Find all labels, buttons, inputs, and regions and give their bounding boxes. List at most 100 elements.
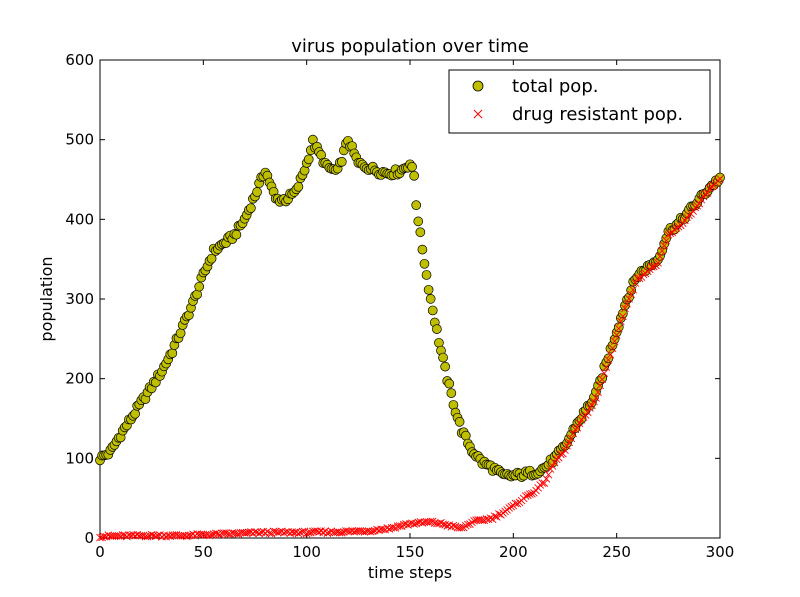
data-point-resistant — [594, 388, 602, 397]
data-point-resistant — [526, 490, 534, 499]
data-point-resistant — [600, 369, 609, 378]
y-tick-label: 500 — [65, 131, 94, 149]
data-point-resistant — [486, 514, 495, 522]
data-point-total — [613, 322, 624, 333]
data-point-resistant — [672, 224, 681, 232]
data-point-resistant — [528, 489, 536, 498]
data-point-resistant — [567, 434, 576, 443]
legend-label-resistant: drug resistant pop. — [512, 104, 683, 125]
data-point-resistant — [647, 263, 656, 271]
data-point-resistant — [251, 527, 259, 536]
data-point-resistant — [490, 512, 499, 520]
x-tick-label: 0 — [95, 543, 105, 561]
data-point-resistant — [540, 479, 549, 487]
data-point-total — [409, 170, 419, 181]
data-point-resistant — [306, 528, 315, 537]
data-point-total — [454, 417, 465, 427]
data-point-resistant — [703, 189, 712, 197]
data-point-resistant — [412, 519, 421, 528]
data-point-resistant — [451, 522, 460, 531]
data-point-resistant — [660, 241, 669, 250]
data-point-total — [293, 181, 304, 192]
data-point-total — [407, 161, 417, 172]
x-tick-label: 50 — [194, 543, 213, 561]
data-point-resistant — [559, 449, 567, 458]
data-point-resistant — [614, 324, 623, 333]
y-tick-label: 300 — [65, 290, 94, 308]
data-point-total — [246, 203, 256, 213]
data-point-total — [603, 353, 614, 364]
data-point-resistant — [410, 520, 418, 528]
data-point-total — [167, 348, 178, 359]
data-point-total — [597, 373, 608, 384]
data-point-resistant — [185, 531, 193, 540]
y-axis-label: population — [37, 256, 56, 341]
data-point-resistant — [633, 274, 642, 283]
legend-box — [448, 69, 711, 134]
data-point-resistant — [505, 504, 514, 512]
data-point-resistant — [548, 462, 557, 470]
data-point-total — [425, 294, 436, 304]
data-point-total — [336, 156, 347, 167]
data-point-resistant — [592, 394, 600, 402]
data-point-total — [444, 378, 455, 389]
data-point-resistant — [449, 521, 458, 530]
data-point-resistant — [583, 408, 592, 417]
data-point-resistant — [294, 529, 303, 538]
x-axis: 0 50 100 150 200 250 300 — [95, 60, 734, 561]
data-point-resistant — [612, 331, 621, 339]
series-drug-resistant-pop — [96, 175, 724, 542]
data-point-resistant — [118, 531, 127, 539]
y-tick-label: 400 — [65, 210, 94, 228]
data-point-resistant — [205, 531, 214, 540]
data-point-resistant — [426, 517, 435, 526]
data-point-total — [130, 408, 140, 419]
data-point-resistant — [623, 299, 631, 308]
data-point-resistant — [662, 236, 671, 245]
legend-marker-total — [472, 80, 484, 92]
x-tick-label: 250 — [602, 543, 631, 561]
data-point-resistant — [608, 344, 617, 353]
data-point-resistant — [689, 207, 697, 215]
data-point-resistant — [464, 520, 472, 529]
data-point-resistant — [707, 182, 716, 191]
data-point-resistant — [222, 529, 230, 537]
data-point-resistant — [100, 532, 108, 541]
data-point-resistant — [439, 520, 447, 529]
data-point-resistant — [265, 529, 274, 537]
data-point-resistant — [457, 523, 466, 532]
x-axis-label: time steps — [368, 563, 452, 582]
y-tick-label: 0 — [84, 529, 94, 547]
data-point-resistant — [166, 532, 175, 541]
data-point-total — [206, 253, 217, 264]
data-point-total — [446, 388, 457, 398]
data-point-resistant — [596, 381, 604, 390]
data-point-resistant — [573, 423, 582, 432]
data-point-total — [411, 200, 422, 211]
data-point-total — [303, 154, 314, 165]
data-point-resistant — [255, 529, 263, 538]
data-point-total — [440, 361, 450, 372]
data-point-resistant — [625, 294, 633, 303]
x-tick-label: 150 — [396, 543, 425, 561]
data-point-total — [432, 324, 442, 334]
data-point-resistant — [298, 527, 307, 536]
data-point-resistant — [521, 492, 530, 500]
x-tick-label: 100 — [292, 543, 321, 561]
data-point-resistant — [385, 525, 394, 533]
data-point-resistant — [123, 532, 131, 541]
data-point-resistant — [588, 401, 596, 410]
data-point-resistant — [143, 532, 152, 541]
data-point-total — [252, 187, 262, 197]
series-total-pop — [95, 134, 725, 482]
data-point-total — [194, 281, 205, 292]
data-point-resistant — [461, 521, 470, 530]
data-point-resistant — [501, 507, 509, 516]
y-axis: 0 100 200 300 400 500 600 — [65, 51, 720, 547]
data-point-resistant — [544, 470, 553, 479]
data-point-total — [231, 229, 242, 240]
data-point-resistant — [147, 530, 156, 539]
data-point-resistant — [211, 529, 220, 538]
data-point-resistant — [478, 516, 487, 525]
